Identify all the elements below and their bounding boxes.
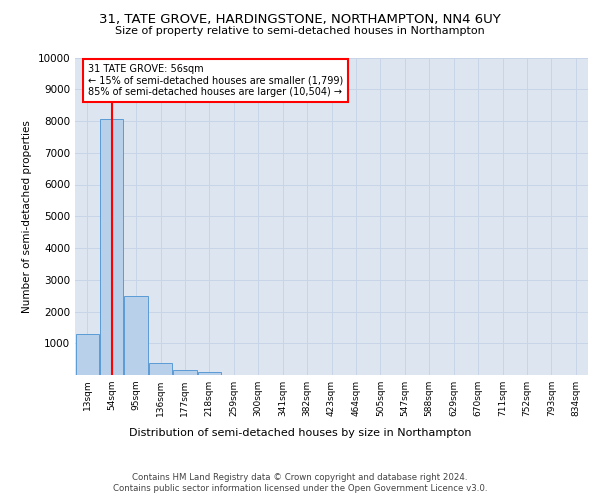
- Text: Contains HM Land Registry data © Crown copyright and database right 2024.: Contains HM Land Registry data © Crown c…: [132, 472, 468, 482]
- Text: Distribution of semi-detached houses by size in Northampton: Distribution of semi-detached houses by …: [129, 428, 471, 438]
- Text: Size of property relative to semi-detached houses in Northampton: Size of property relative to semi-detach…: [115, 26, 485, 36]
- Text: 31, TATE GROVE, HARDINGSTONE, NORTHAMPTON, NN4 6UY: 31, TATE GROVE, HARDINGSTONE, NORTHAMPTO…: [99, 12, 501, 26]
- Bar: [149, 363, 172, 375]
- Text: Contains public sector information licensed under the Open Government Licence v3: Contains public sector information licen…: [113, 484, 487, 493]
- Bar: [198, 372, 221, 375]
- Bar: [173, 370, 197, 375]
- Text: 31 TATE GROVE: 56sqm
← 15% of semi-detached houses are smaller (1,799)
85% of se: 31 TATE GROVE: 56sqm ← 15% of semi-detac…: [88, 64, 343, 97]
- Bar: [124, 296, 148, 375]
- Bar: [76, 334, 99, 375]
- Y-axis label: Number of semi-detached properties: Number of semi-detached properties: [22, 120, 32, 312]
- Bar: [100, 120, 123, 375]
